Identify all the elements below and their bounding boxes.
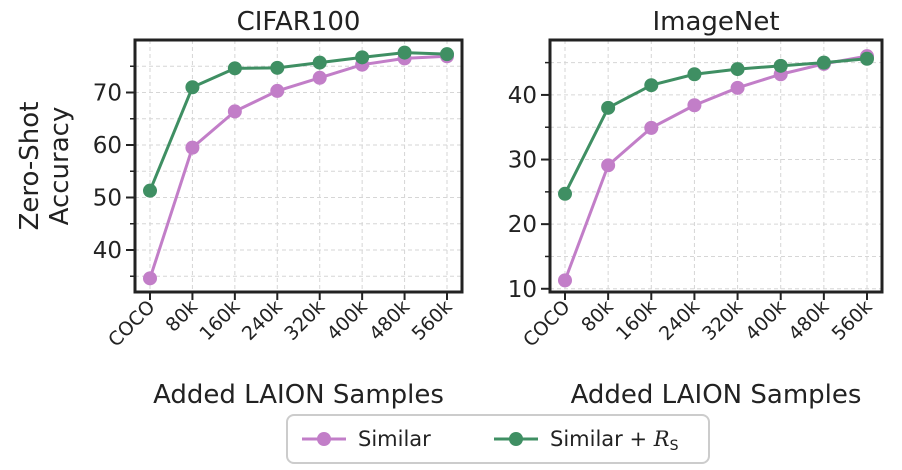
data-point-similar-rs xyxy=(397,45,412,60)
data-point-similar xyxy=(730,80,745,95)
y-axis-label: Zero-Shot xyxy=(15,102,45,231)
legend-similar-rs-sub: S xyxy=(670,438,679,454)
data-point-similar-rs xyxy=(730,62,745,77)
data-point-similar-rs xyxy=(355,50,370,65)
data-point-similar-rs xyxy=(773,58,788,73)
x-tick-label: COCO xyxy=(519,296,574,351)
data-point-similar-rs xyxy=(143,183,157,198)
legend-similar-marker xyxy=(317,432,331,446)
data-point-similar xyxy=(185,140,200,155)
legend-similar-rs-main: Similar + xyxy=(550,427,654,451)
x-tick-label: 160k xyxy=(612,296,661,345)
series-line-similar xyxy=(563,54,868,281)
data-point-similar xyxy=(312,70,327,85)
x-tick-label: 560k xyxy=(828,296,877,345)
data-point-similar xyxy=(644,120,659,135)
series-line-similar-rs xyxy=(563,57,868,195)
data-point-similar-rs xyxy=(312,55,327,70)
y-tick-label: 10 xyxy=(508,277,537,303)
y-tick-label: 60 xyxy=(93,133,122,159)
data-point-similar xyxy=(601,158,616,173)
x-tick-label: 480k xyxy=(365,296,414,345)
data-point-similar-rs xyxy=(860,51,874,66)
y-tick-label: 20 xyxy=(508,212,537,238)
y-tick-label: 40 xyxy=(508,83,537,109)
x-tick-label: 560k xyxy=(408,296,457,345)
y-axis-label: Accuracy xyxy=(45,107,75,226)
data-point-similar-rs xyxy=(816,55,831,70)
legend-similar-rs-label: Similar + RS xyxy=(550,427,679,454)
x-tick-label: 400k xyxy=(741,296,790,345)
data-point-similar xyxy=(558,273,572,288)
legend-similar-rs-marker xyxy=(509,432,523,446)
data-point-similar-rs xyxy=(601,100,616,115)
data-point-similar-rs xyxy=(644,78,659,93)
x-tick-label: COCO xyxy=(104,296,159,351)
data-point-similar-rs xyxy=(270,60,285,75)
series-line-similar-rs xyxy=(148,51,448,192)
legend-similar-label: Similar xyxy=(358,427,431,451)
x-axis-label: Added LAION Samples xyxy=(571,380,862,410)
data-point-similar-rs xyxy=(227,61,242,76)
x-tick-label: 400k xyxy=(323,296,372,345)
data-point-similar-rs xyxy=(440,47,454,62)
y-tick-label: 50 xyxy=(93,186,122,212)
x-tick-label: 320k xyxy=(698,296,747,345)
y-tick-label: 30 xyxy=(508,148,537,174)
x-tick-label: 160k xyxy=(195,296,244,345)
plot-frame xyxy=(548,38,884,294)
x-axis-label: Added LAION Samples xyxy=(153,380,444,410)
data-point-similar xyxy=(687,98,702,113)
data-point-similar xyxy=(270,83,285,98)
chart-title: ImageNet xyxy=(652,7,779,37)
x-tick-label: 240k xyxy=(655,296,704,345)
chart-title: CIFAR100 xyxy=(237,7,361,37)
x-tick-label: 240k xyxy=(238,296,287,345)
data-point-similar xyxy=(143,271,157,286)
x-tick-label: 480k xyxy=(784,296,833,345)
data-point-similar-rs xyxy=(687,67,702,82)
plot-frame xyxy=(133,38,464,294)
x-tick-label: 320k xyxy=(280,296,329,345)
y-tick-label: 70 xyxy=(93,81,122,107)
legend: Similar Similar + RS xyxy=(286,414,710,464)
data-point-similar-rs xyxy=(185,80,200,95)
data-point-similar xyxy=(227,104,242,119)
legend-similar-rs-script: R xyxy=(653,427,670,451)
y-tick-label: 40 xyxy=(93,238,122,264)
data-point-similar-rs xyxy=(558,186,572,201)
series-line-similar xyxy=(148,54,448,279)
